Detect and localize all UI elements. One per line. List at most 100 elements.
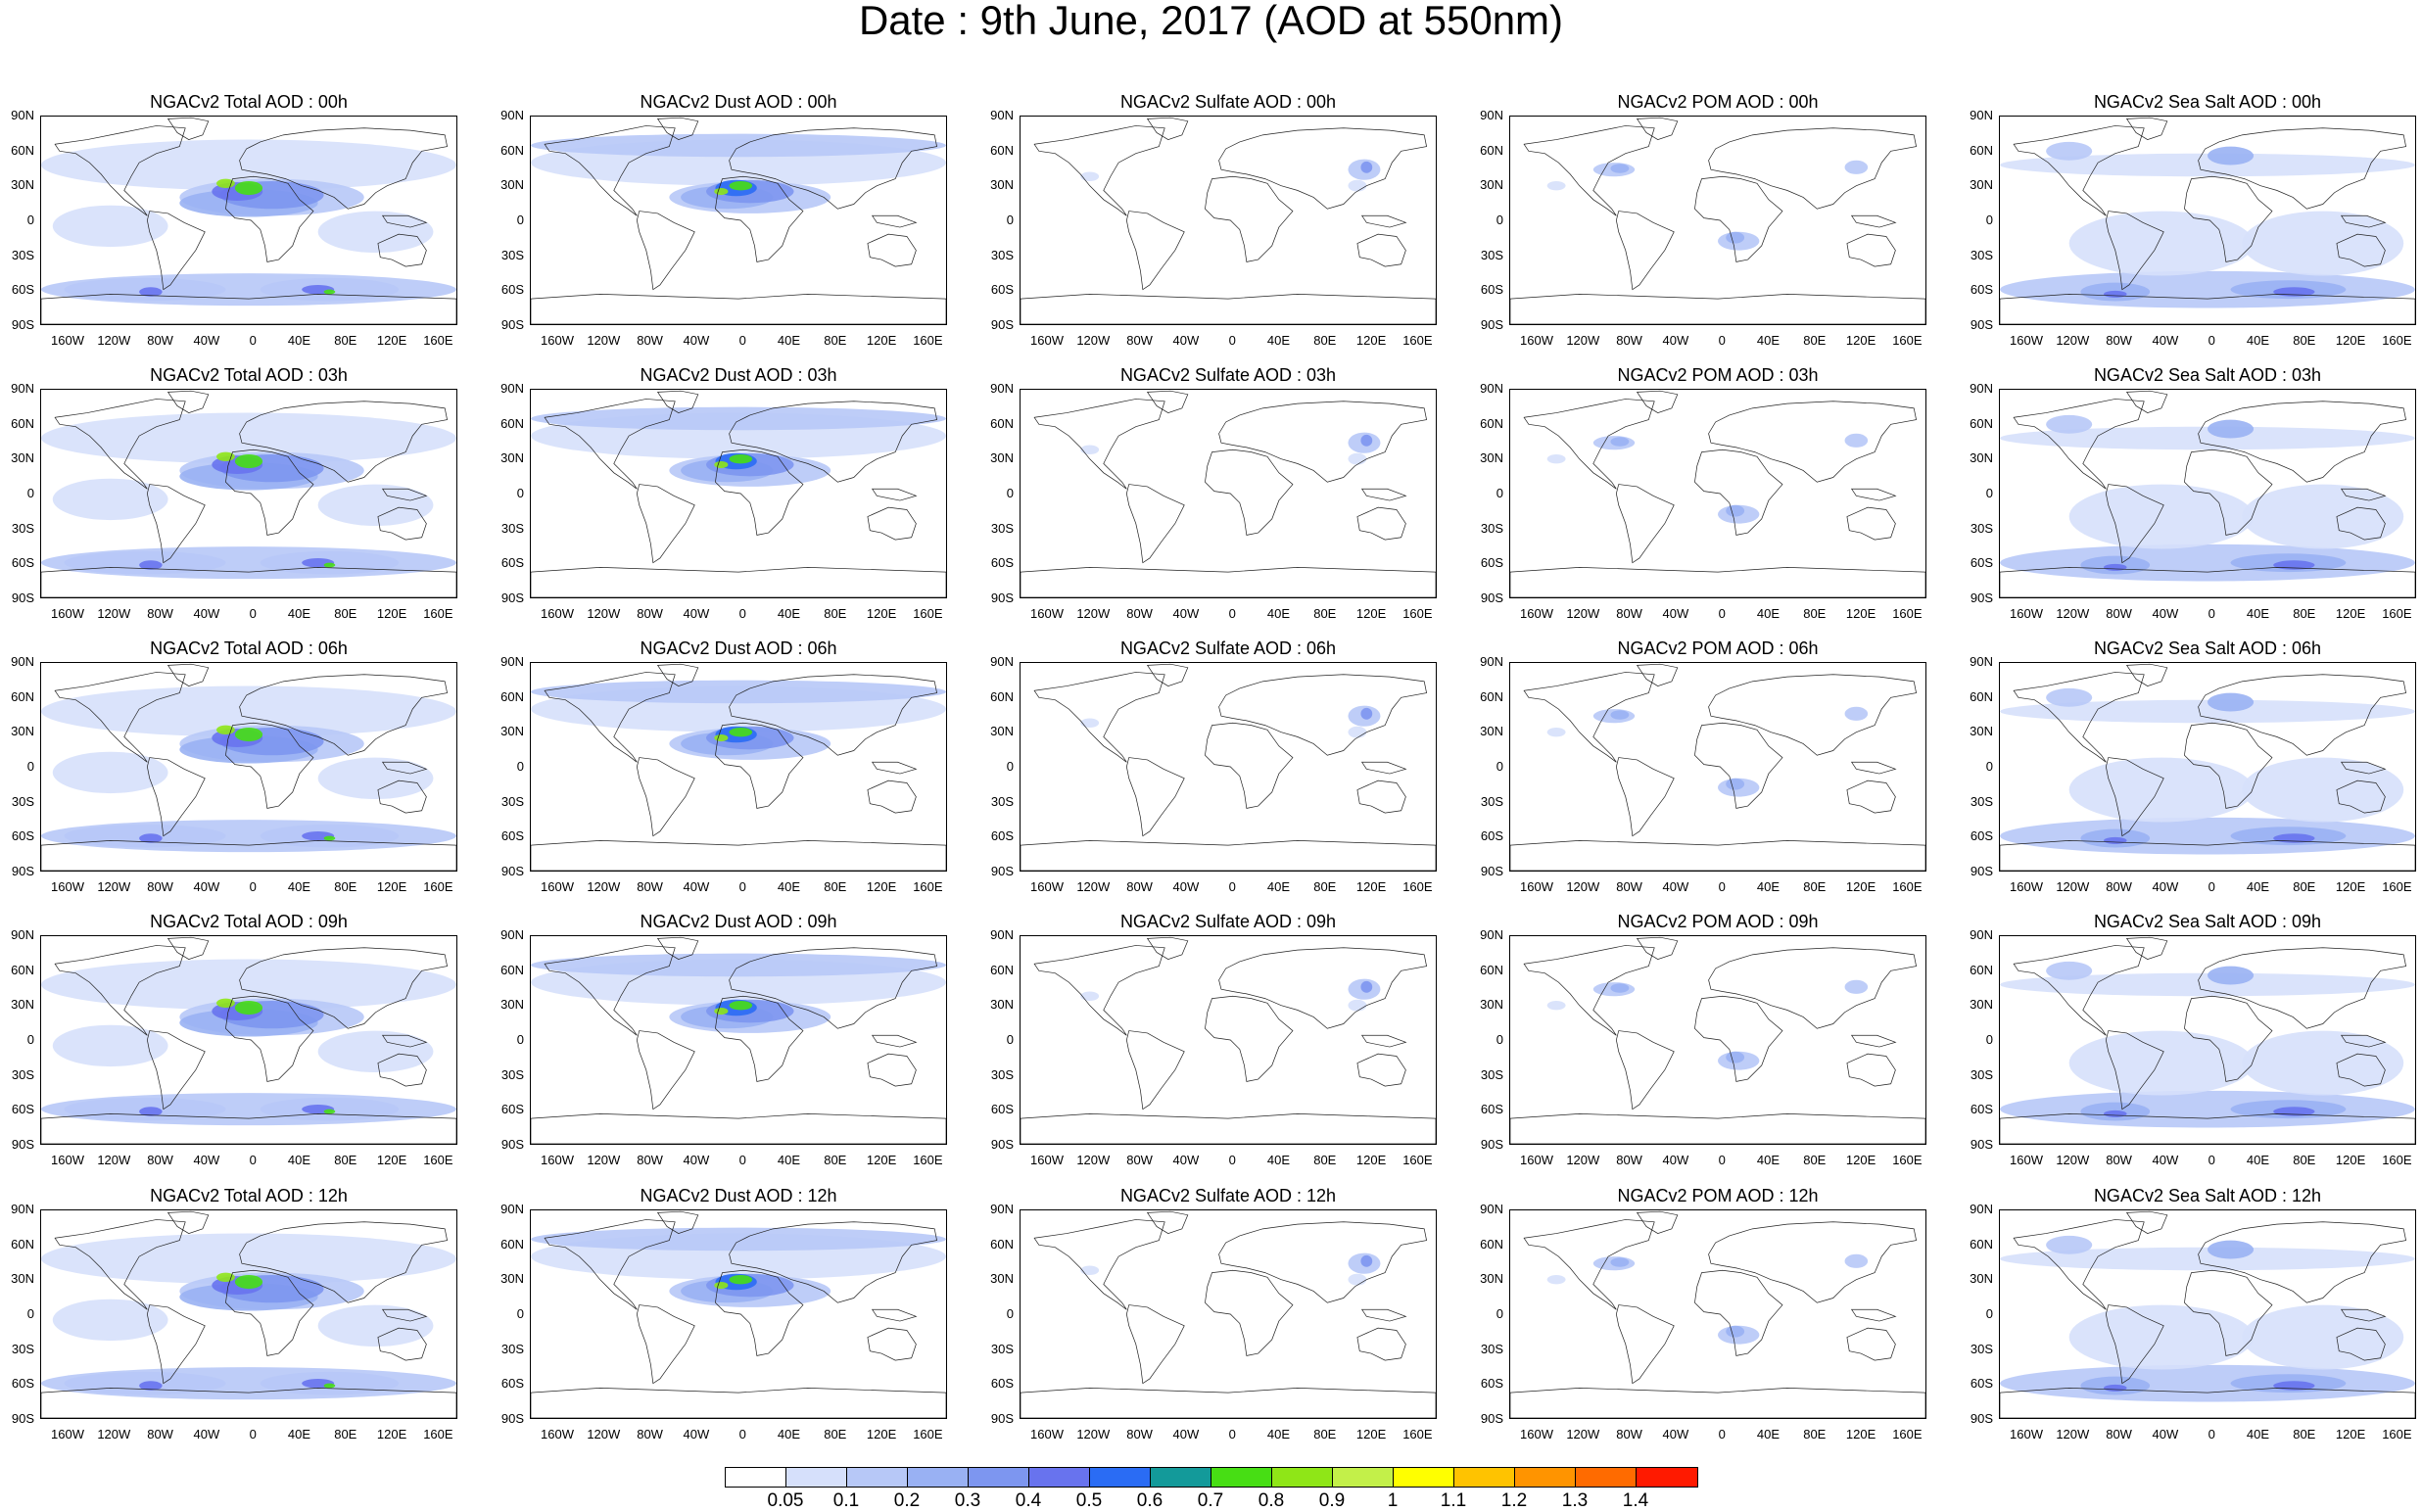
latitude-tick-label: 30N: [11, 724, 34, 739]
longitude-tick-label: 160W: [541, 1427, 574, 1441]
longitude-tick-label: 0: [738, 879, 746, 894]
continent-outline: [1708, 947, 1917, 1029]
latitude-tick-label: 90S: [1480, 317, 1503, 332]
latitude-tick-label: 60S: [1480, 1102, 1503, 1117]
continent-outline: [1615, 211, 1675, 291]
latitude-tick-label: 90N: [1480, 381, 1503, 396]
longitude-tick-label: 120E: [2335, 1427, 2366, 1441]
continent-outline: [54, 672, 186, 763]
aod-field: [41, 139, 456, 307]
continent-outline: [2336, 233, 2386, 267]
coastlines: [2000, 936, 2415, 1144]
continent-outline: [41, 840, 456, 871]
longitude-tick-label: 120W: [587, 879, 621, 894]
coastlines: [531, 1210, 946, 1418]
aod-field: [41, 685, 456, 853]
panel-title: NGACv2 Sea Salt AOD : 12h: [2093, 1186, 2322, 1205]
continent-outline: [636, 757, 695, 837]
colorbar-swatch: [847, 1468, 908, 1487]
aod-plume: [317, 211, 434, 253]
continent-outline: [867, 780, 917, 814]
longitude-tick-label: 40E: [2246, 1153, 2270, 1167]
longitude-tick-label: 0: [2208, 333, 2215, 348]
latitude-tick-label: 30N: [11, 177, 34, 193]
continent-outline: [54, 399, 186, 490]
continent-outline: [1125, 757, 1185, 837]
latitude-tick-label: 90S: [11, 1137, 34, 1152]
continent-outline: [166, 390, 210, 413]
aod-plume: [234, 1274, 263, 1290]
continent-outline: [2336, 1327, 2386, 1361]
longitude-tick-label: 160W: [2010, 333, 2043, 348]
continent-outline: [2125, 390, 2168, 413]
continent-outline: [2198, 127, 2406, 210]
aod-plume: [1844, 160, 1869, 174]
latitude-tick-label: 60S: [11, 282, 34, 298]
coastlines: [41, 390, 456, 597]
continent-outline: [2125, 663, 2168, 686]
longitude-tick-label: 80W: [147, 333, 173, 348]
panel-title: NGACv2 POM AOD : 12h: [1617, 1186, 1819, 1205]
longitude-tick-label: 80E: [334, 1153, 357, 1167]
aod-plume: [1348, 999, 1367, 1012]
latitude-tick-label: 90S: [1970, 864, 1993, 878]
latitude-tick-label: 30N: [990, 177, 1014, 193]
continent-outline: [1850, 761, 1897, 775]
longitude-tick-label: 80E: [2293, 1427, 2316, 1441]
longitude-tick-label: 160E: [2382, 333, 2412, 348]
continent-outline: [2105, 211, 2164, 291]
latitude-tick-label: 90N: [500, 654, 524, 669]
latitude-tick-label: 90S: [1970, 1411, 1993, 1426]
continent-outline: [2013, 945, 2145, 1036]
panel-title: NGACv2 POM AOD : 06h: [1617, 638, 1819, 658]
aod-plume: [729, 1000, 753, 1011]
longitude-tick-label: 120E: [376, 606, 407, 621]
longitude-tick-label: 120W: [1566, 333, 1600, 348]
latitude-tick-label: 60N: [500, 1236, 524, 1252]
aod-plume: [714, 1282, 729, 1290]
longitude-tick-label: 120E: [866, 1427, 897, 1441]
continent-outline: [1360, 214, 1407, 228]
aod-plume: [139, 1107, 163, 1116]
colorbar-label: 0.8: [1258, 1490, 1285, 1511]
continent-outline: [377, 1327, 427, 1361]
continent-outline: [1205, 1269, 1294, 1356]
longitude-tick-label: 120E: [2335, 1153, 2366, 1167]
aod-field: [531, 406, 946, 487]
latitude-tick-label: 90S: [990, 1411, 1014, 1426]
continent-outline: [871, 488, 918, 501]
latitude-tick-label: 0: [1006, 1032, 1014, 1047]
map-canvas: [41, 663, 456, 871]
latitude-tick-label: 90S: [990, 317, 1014, 332]
continent-outline: [1850, 1308, 1897, 1322]
latitude-tick-label: 60S: [1970, 1102, 1993, 1117]
aod-plume: [234, 1000, 263, 1016]
continent-outline: [1846, 233, 1896, 267]
longitude-tick-label: 80W: [1126, 879, 1153, 894]
coastlines: [41, 117, 456, 324]
latitude-tick-label: 0: [26, 1306, 34, 1321]
continent-outline: [544, 945, 676, 1036]
aod-plume: [2104, 836, 2127, 844]
longitude-tick-label: 80W: [637, 1427, 663, 1441]
longitude-tick-label: 0: [2208, 606, 2215, 621]
longitude-tick-label: 120E: [866, 879, 897, 894]
continent-outline: [2184, 722, 2273, 809]
map-frame: [530, 935, 947, 1145]
continent-outline: [1125, 1030, 1185, 1110]
continent-outline: [715, 995, 804, 1082]
latitude-tick-label: 90N: [990, 108, 1014, 122]
latitude-tick-label: 60N: [1970, 1236, 1993, 1252]
continent-outline: [1360, 488, 1407, 501]
continent-outline: [2013, 1219, 2145, 1310]
map-canvas: [1021, 390, 1436, 597]
longitude-tick-label: 80W: [147, 1427, 173, 1441]
panel-title: NGACv2 Total AOD : 09h: [150, 912, 348, 931]
latitude-tick-label: 30S: [500, 1066, 524, 1082]
coastlines: [1021, 1210, 1436, 1418]
longitude-tick-label: 80W: [2106, 1427, 2132, 1441]
aod-field: [1080, 159, 1381, 192]
continent-outline: [656, 390, 699, 413]
aod-plume: [317, 484, 434, 526]
longitude-tick-label: 80E: [1313, 1427, 1337, 1441]
